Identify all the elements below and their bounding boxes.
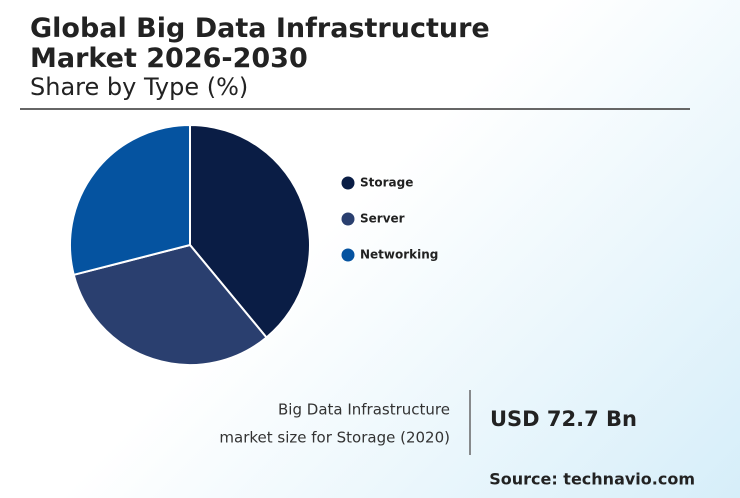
legend-marker — [341, 176, 355, 190]
highlight: USD 72.7 Bn — [490, 407, 637, 431]
pie-slice — [69, 123, 191, 277]
legend-label: Server — [360, 212, 405, 226]
chart-title: Global Big Data Infrastructure Market 20… — [30, 13, 490, 74]
pie-slice — [189, 123, 311, 339]
pie-slice — [72, 243, 268, 366]
annotation: Big Data Infrastructure — [278, 401, 450, 419]
legend-marker — [341, 248, 355, 262]
legend-label: Storage — [360, 176, 413, 190]
divider — [20, 108, 690, 110]
chart-subtitle: Share by Type (%) — [30, 73, 249, 101]
legend-marker — [341, 212, 355, 226]
legend-label: Networking — [360, 248, 438, 262]
source: Source: technavio.com — [489, 470, 695, 489]
annotation: market size for Storage (2020) — [219, 429, 450, 447]
